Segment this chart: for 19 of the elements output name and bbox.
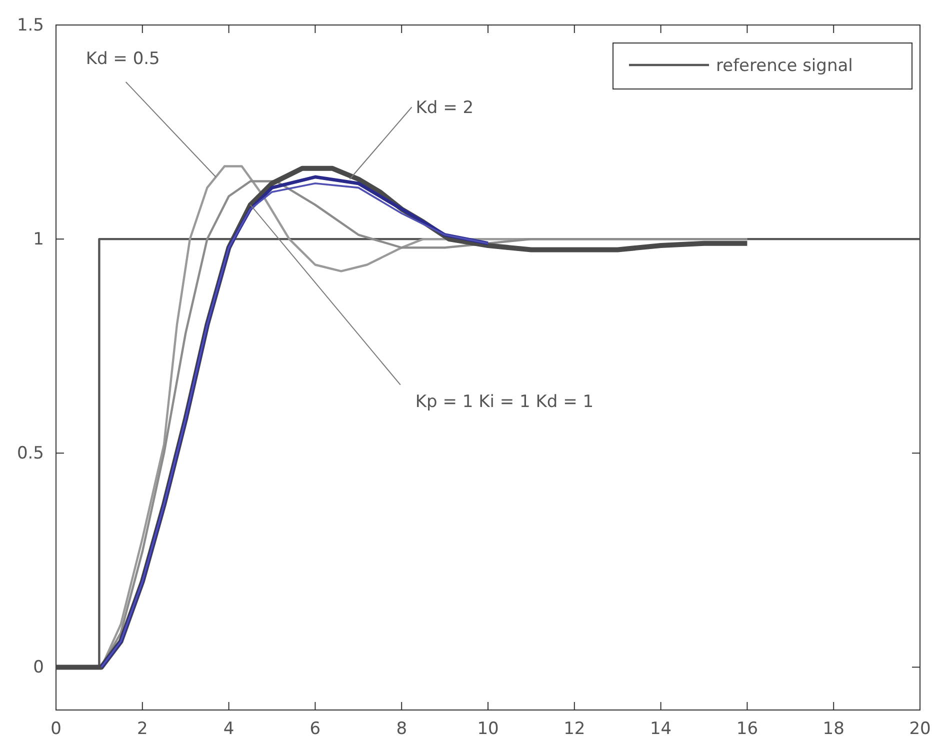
y-tick-label: 1 xyxy=(33,230,44,250)
x-tick-label: 8 xyxy=(396,719,408,740)
x-tick-label: 10 xyxy=(477,719,499,740)
x-tick-label: 20 xyxy=(909,719,931,740)
x-tick-label: 2 xyxy=(136,719,148,740)
y-tick-label: 1.5 xyxy=(16,15,44,36)
x-tick-label: 6 xyxy=(310,719,321,740)
legend-label: reference signal xyxy=(716,56,853,76)
x-tick-label: 18 xyxy=(822,719,844,740)
annotation: Kd = 2 xyxy=(416,98,474,118)
annotation: Kp = 1 Ki = 1 Kd = 1 xyxy=(415,392,594,412)
annotation: Kd = 0.5 xyxy=(86,48,160,69)
x-tick-label: 14 xyxy=(650,719,672,740)
x-tick-label: 16 xyxy=(736,719,758,740)
x-tick-label: 0 xyxy=(50,719,62,740)
x-tick-label: 12 xyxy=(564,719,586,740)
y-tick-label: 0.5 xyxy=(16,444,44,464)
y-tick-label: 0 xyxy=(33,658,44,678)
x-tick-label: 4 xyxy=(223,719,234,740)
